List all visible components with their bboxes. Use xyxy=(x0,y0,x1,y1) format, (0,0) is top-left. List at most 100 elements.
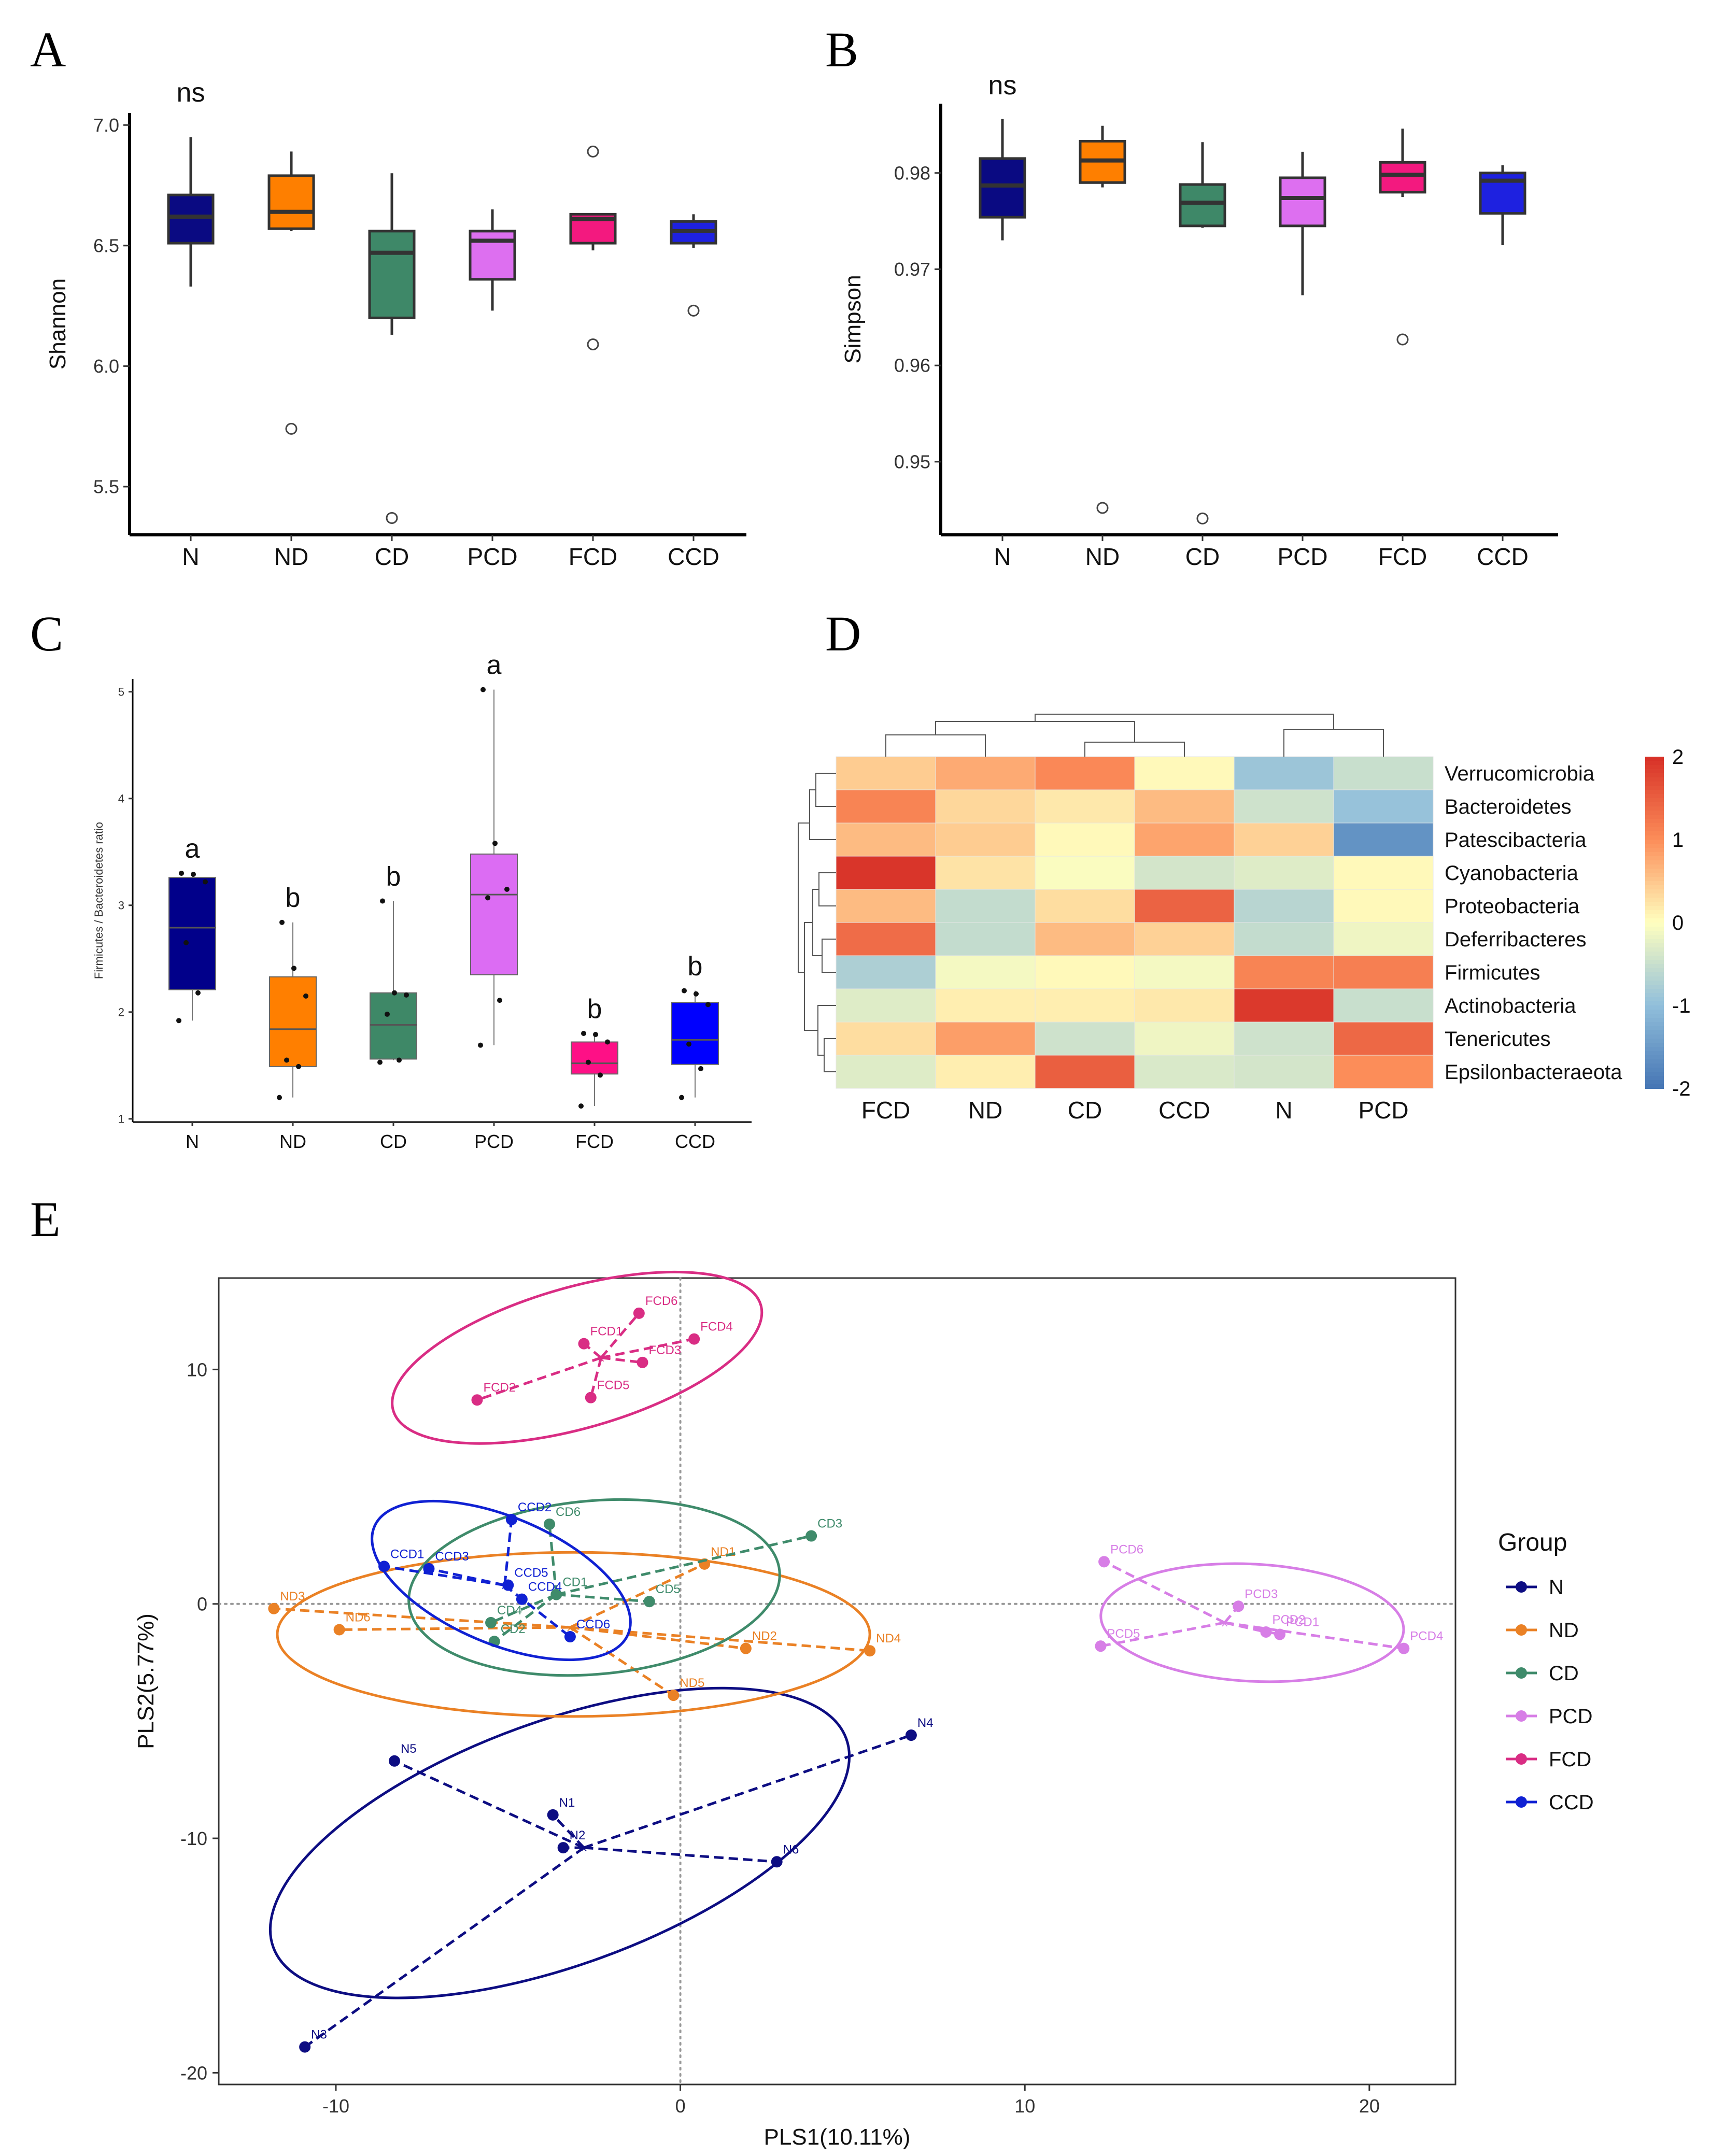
colorbar-segment xyxy=(1645,856,1664,861)
colorbar-segment xyxy=(1645,1055,1664,1060)
centroid-marker: × xyxy=(553,1589,560,1603)
heatmap-cell xyxy=(836,889,936,923)
box-pcd xyxy=(469,209,516,311)
outlier-point xyxy=(1396,333,1409,346)
data-point xyxy=(698,1066,703,1071)
sample-point-pcd1 xyxy=(1274,1628,1286,1640)
data-point xyxy=(303,993,308,999)
heatmap-cell xyxy=(1333,789,1434,824)
colorbar-segment xyxy=(1645,898,1664,902)
row-dendrogram-branch xyxy=(824,1038,836,1072)
heatmap-column-label: N xyxy=(1275,1097,1292,1124)
legend-marker xyxy=(1516,1581,1527,1593)
spider-line xyxy=(428,1567,505,1586)
sample-point-pcd5 xyxy=(1095,1640,1107,1652)
sample-point-ccd2 xyxy=(505,1513,517,1525)
confidence-ellipse xyxy=(371,1499,632,1662)
significance-label: ns xyxy=(988,70,1017,101)
sample-point-fcd2 xyxy=(471,1394,483,1406)
confidence-ellipse xyxy=(1099,1562,1405,1683)
box-pcd xyxy=(470,687,518,1048)
colorbar-segment xyxy=(1645,914,1664,919)
colorbar-segment xyxy=(1645,976,1664,981)
sample-point-fcd6 xyxy=(633,1307,645,1319)
x-tick-label: CD xyxy=(375,543,409,570)
x-tick-label: CCD xyxy=(675,1131,715,1152)
heatmap-cell xyxy=(1035,988,1135,1023)
x-tick-label: -10 xyxy=(322,2095,349,2117)
box-body xyxy=(370,992,417,1060)
spider-line xyxy=(339,1626,570,1631)
spider-line xyxy=(1224,1621,1404,1650)
box-cd xyxy=(370,898,417,1065)
sample-label: N6 xyxy=(783,1842,799,1856)
sample-label: CCD3 xyxy=(435,1550,469,1564)
legend-marker xyxy=(1516,1753,1527,1765)
heatmap-column-label: PCD xyxy=(1358,1097,1408,1124)
heatmap-cell xyxy=(935,1022,1036,1056)
colorbar-segment xyxy=(1645,844,1664,848)
y-tick-label: 0 xyxy=(197,1594,207,1615)
data-point xyxy=(694,991,699,997)
colorbar-segment xyxy=(1645,1030,1664,1035)
legend-item-label: FCD xyxy=(1549,1748,1591,1771)
colorbar-segment xyxy=(1645,935,1664,940)
colorbar-segment xyxy=(1645,765,1664,770)
sample-point-fcd3 xyxy=(637,1356,648,1368)
heatmap-column-label: ND xyxy=(968,1097,1002,1124)
series-n: N1 N2 N3 N4 N5 N6 × xyxy=(268,1686,934,2053)
data-point xyxy=(578,1103,584,1109)
y-tick-label: 5.5 xyxy=(93,476,119,498)
heatmap-cell xyxy=(1035,922,1135,956)
data-point xyxy=(686,1041,691,1047)
series-nd: ND1 ND2 ND3 ND4 ND5 ND6 × xyxy=(268,1545,901,1718)
outlier-point xyxy=(1196,512,1209,524)
sample-point-cd3 xyxy=(805,1530,817,1542)
heatmap-cell xyxy=(1234,1055,1334,1089)
panel-a-shannon-boxplot: 5.5 6.0 6.5 7.0 Shannon ns N ND CD PCD FCD CCD xyxy=(45,78,746,570)
sample-label: N1 xyxy=(559,1796,575,1810)
box-body xyxy=(167,193,215,245)
data-point xyxy=(593,1032,598,1038)
row-dendrogram-branch xyxy=(812,889,822,956)
sample-label: FCD4 xyxy=(700,1320,733,1334)
sample-point-cd4 xyxy=(485,1616,497,1628)
heatmap-cell xyxy=(935,922,1036,956)
box-body xyxy=(1379,161,1426,194)
colorbar-segment xyxy=(1645,952,1664,956)
colorbar-segment xyxy=(1645,1059,1664,1064)
sample-label: ND1 xyxy=(711,1545,736,1559)
row-dendrogram-branch xyxy=(804,922,818,1031)
heatmap-cell xyxy=(1035,1022,1135,1056)
series-cd: CD1 CD2 CD3 CD4 CD5 CD6 × xyxy=(407,1498,842,1677)
spider-line xyxy=(552,1814,585,1849)
sample-label: N2 xyxy=(570,1828,586,1842)
colorbar-segment xyxy=(1645,798,1664,803)
colorbar-segment xyxy=(1645,1005,1664,1010)
heatmap-cell xyxy=(1333,1055,1434,1089)
colorbar-tick-label: -2 xyxy=(1672,1077,1691,1100)
colorbar-tick-label: -1 xyxy=(1672,995,1691,1017)
sample-point-ccd6 xyxy=(564,1631,576,1643)
colorbar-tick-label: 1 xyxy=(1672,829,1684,852)
confidence-ellipse xyxy=(276,1551,871,1718)
box-body xyxy=(267,174,315,230)
legend-marker xyxy=(1516,1710,1527,1722)
sample-point-cd6 xyxy=(544,1518,556,1530)
sample-label: CD4 xyxy=(497,1604,522,1618)
spider-line xyxy=(556,1593,649,1603)
sample-label: N3 xyxy=(311,2028,327,2042)
y-tick-label: 0.98 xyxy=(894,162,930,183)
data-point xyxy=(203,879,208,885)
heatmap-row-label: Tenericutes xyxy=(1445,1028,1551,1051)
y-tick-label: -20 xyxy=(180,2062,207,2083)
panel-c-ratio-boxplot: 1 2 3 4 5 Firmicutes / Bacteroidetes ratio Na N… xyxy=(92,650,752,1152)
x-tick-label: CD xyxy=(1185,543,1220,570)
sample-label: ND4 xyxy=(876,1632,901,1646)
heatmap-row-label: Bacteroidetes xyxy=(1445,796,1572,818)
heatmap-cell xyxy=(1134,955,1235,989)
sample-label: PCD3 xyxy=(1245,1587,1278,1601)
colorbar-segment xyxy=(1645,885,1664,890)
x-tick-label: FCD xyxy=(569,543,618,570)
data-point xyxy=(397,1057,402,1063)
